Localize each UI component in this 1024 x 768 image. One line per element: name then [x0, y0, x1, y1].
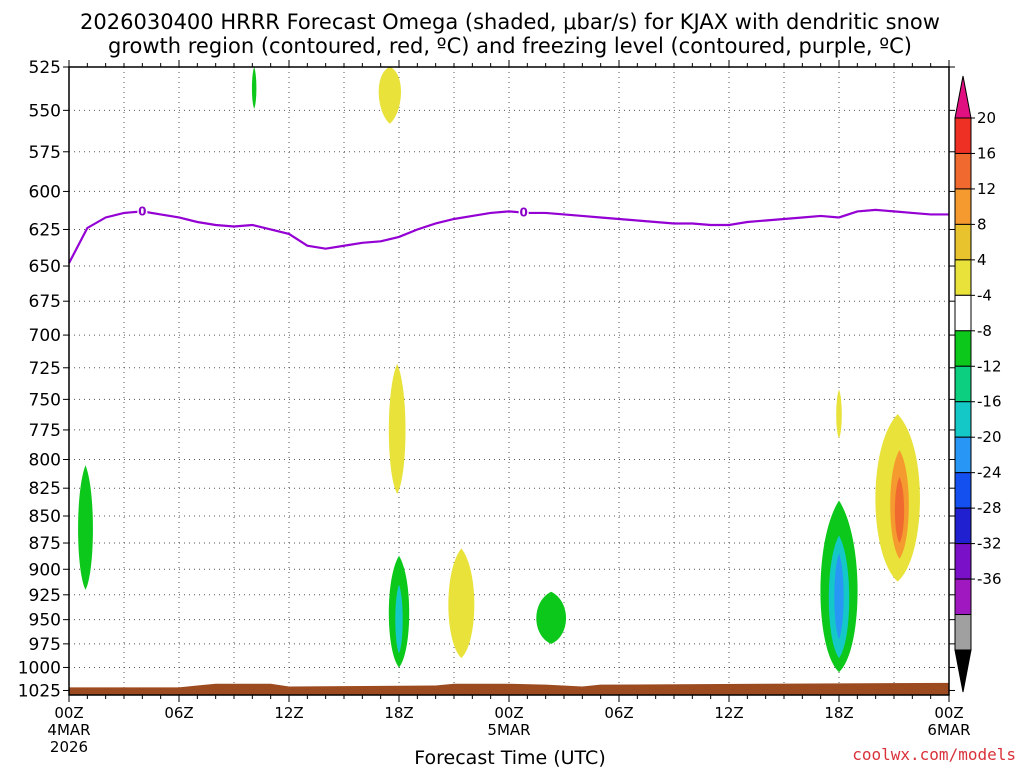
- chart-title-line2: growth region (contoured, red, ºC) and f…: [108, 34, 912, 58]
- grid: [68, 66, 950, 695]
- colorbar-tick-label: -20: [977, 428, 1002, 446]
- y-tick-label: 875: [29, 534, 61, 554]
- x-tick-label: 18Z: [384, 704, 413, 722]
- x-tick-label: 00Z: [934, 704, 963, 722]
- colorbar-tick-label: -8: [977, 322, 992, 340]
- omega-feature-positive-14: [894, 476, 905, 544]
- colorbar-tick-label: -12: [977, 357, 1002, 375]
- y-tick-label: 800: [29, 451, 61, 471]
- y-axis: 525 550 575 600 625 650 675 700 725 750 775 800 825 8…: [18, 58, 955, 701]
- colorbar-swatch: [954, 365, 972, 403]
- y-tick-label: 1025: [18, 681, 61, 701]
- colorbar-tick-label: -32: [977, 535, 1002, 553]
- y-tick-label: 825: [29, 479, 61, 499]
- colorbar-tick-label: 8: [977, 215, 987, 233]
- colorbar-swatch: [954, 259, 972, 296]
- y-tick-label: 700: [29, 326, 61, 346]
- colorbar-tick-label: 4: [977, 251, 987, 269]
- omega-feature-negative-1: [251, 67, 257, 109]
- y-tick-label: 950: [29, 611, 61, 631]
- omega-feature-positive-2: [378, 67, 401, 124]
- y-tick-label: 925: [29, 586, 61, 606]
- colorbar-bottom-triangle: [954, 649, 972, 693]
- terrain: [69, 682, 949, 695]
- y-tick-label: 575: [29, 143, 61, 163]
- colorbar-tick-label: -36: [977, 570, 1002, 588]
- freezing-level-label: 0: [519, 206, 527, 220]
- omega-feature-negative-0: [78, 465, 93, 590]
- colorbar-swatch: [954, 507, 972, 545]
- credit-text: coolwx.com/models: [852, 745, 1016, 764]
- omega-feature-positive-8: [836, 389, 842, 439]
- colorbar-tick-label: -4: [977, 286, 992, 304]
- colorbar-swatch: [954, 223, 972, 261]
- colorbar-swatch: [954, 578, 972, 616]
- x-tick-label: 00Z: [54, 704, 83, 722]
- x-tick-label: 12Z: [714, 704, 743, 722]
- y-tick-label: 850: [29, 507, 61, 527]
- colorbar-swatch: [954, 614, 972, 651]
- terrain-band: [69, 682, 949, 695]
- omega-shading: [78, 67, 920, 673]
- colorbar: 20 16 12 8 4 -4 -8 -12 -16 -20 -24 -28 -32 -36: [954, 75, 1002, 693]
- x-tick-date: 5MAR: [487, 721, 530, 739]
- omega-feature-negative-11: [834, 553, 844, 640]
- y-tick-label: 525: [29, 58, 61, 78]
- plot-frame: [69, 67, 949, 695]
- colorbar-swatch: [954, 330, 972, 367]
- colorbar-swatch: [954, 543, 972, 580]
- colorbar-top-triangle: [954, 75, 972, 119]
- colorbar-swatch: [954, 294, 972, 332]
- y-tick-label: 750: [29, 390, 61, 410]
- x-tick-label: 12Z: [274, 704, 303, 722]
- chart-title-line1: 2026030400 HRRR Forecast Omega (shaded, …: [80, 10, 940, 34]
- colorbar-tick-label: 16: [977, 144, 996, 162]
- x-tick-label: 18Z: [824, 704, 853, 722]
- colorbar-tick-label: -16: [977, 393, 1002, 411]
- y-tick-label: 675: [29, 292, 61, 312]
- x-tick-label: 00Z: [494, 704, 523, 722]
- omega-feature-positive-3: [388, 363, 406, 494]
- colorbar-swatch: [954, 401, 972, 438]
- x-tick-date: 6MAR: [927, 721, 970, 739]
- y-tick-label: 600: [29, 182, 61, 202]
- x-tick-label: 06Z: [604, 704, 633, 722]
- colorbar-tick-label: 20: [977, 109, 996, 127]
- y-tick-label: 650: [29, 257, 61, 277]
- y-tick-label: 1000: [18, 658, 61, 678]
- y-tick-label: 900: [29, 560, 61, 580]
- omega-feature-positive-6: [448, 548, 475, 659]
- colorbar-swatch: [954, 472, 972, 509]
- y-tick-label: 975: [29, 635, 61, 655]
- y-tick-label: 625: [29, 220, 61, 240]
- freezing-level-label-bg: [137, 204, 148, 218]
- x-tick-date: 4MAR: [47, 721, 90, 739]
- y-tick-label: 725: [29, 359, 61, 379]
- y-tick-label: 550: [29, 101, 61, 121]
- x-axis-label: Forecast Time (UTC): [414, 747, 605, 768]
- colorbar-swatch: [954, 152, 972, 190]
- freezing-level-line: [68, 208, 949, 264]
- colorbar-tick-label: -24: [977, 464, 1002, 482]
- colorbar-swatch: [954, 188, 972, 225]
- colorbar-swatch: [954, 436, 972, 474]
- x-tick-label: 06Z: [164, 704, 193, 722]
- colorbar-tick-label: 12: [977, 180, 996, 198]
- x-tick-year: 2026: [50, 738, 88, 756]
- freezing-level-label: 0: [138, 204, 146, 218]
- omega-feature-negative-5: [395, 584, 403, 654]
- colorbar-swatch: [954, 117, 972, 154]
- colorbar-tick-label: -28: [977, 499, 1002, 517]
- omega-feature-negative-7: [536, 591, 567, 644]
- y-tick-label: 775: [29, 421, 61, 441]
- freezing-level-label-bg: [518, 205, 529, 219]
